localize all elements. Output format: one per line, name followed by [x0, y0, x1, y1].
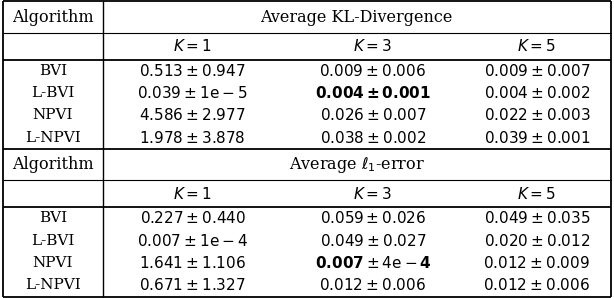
Text: $0.004 \pm 0.002$: $0.004 \pm 0.002$	[484, 85, 590, 101]
Text: NPVI: NPVI	[33, 256, 73, 270]
Text: $1.641 \pm 1.106$: $1.641 \pm 1.106$	[139, 255, 246, 271]
Text: $1.978 \pm 3.878$: $1.978 \pm 3.878$	[139, 130, 246, 146]
Text: $K = 1$: $K = 1$	[173, 38, 212, 54]
Text: $0.038 \pm 0.002$: $0.038 \pm 0.002$	[320, 130, 426, 146]
Text: $0.009 \pm 0.007$: $0.009 \pm 0.007$	[484, 63, 590, 79]
Text: $K = 3$: $K = 3$	[353, 38, 392, 54]
Text: $0.020 \pm 0.012$: $0.020 \pm 0.012$	[484, 233, 590, 249]
Text: BVI: BVI	[39, 64, 67, 78]
Text: $0.012 \pm 0.006$: $0.012 \pm 0.006$	[319, 277, 427, 293]
Text: $0.009 \pm 0.006$: $0.009 \pm 0.006$	[319, 63, 427, 79]
Text: $0.049 \pm 0.027$: $0.049 \pm 0.027$	[319, 233, 426, 249]
Text: L-NPVI: L-NPVI	[25, 131, 80, 145]
Text: Algorithm: Algorithm	[12, 156, 94, 173]
Text: $0.513 \pm 0.947$: $0.513 \pm 0.947$	[139, 63, 246, 79]
Text: $0.049 \pm 0.035$: $0.049 \pm 0.035$	[484, 210, 590, 226]
Text: $0.012 \pm 0.009$: $0.012 \pm 0.009$	[483, 255, 591, 271]
Text: $\mathbf{0.004 \pm 0.001}$: $\mathbf{0.004 \pm 0.001}$	[315, 85, 431, 101]
Text: $K = 1$: $K = 1$	[173, 186, 212, 202]
Text: $0.007 \pm 1\mathrm{e} - 4$: $0.007 \pm 1\mathrm{e} - 4$	[137, 233, 248, 249]
Text: $0.012 \pm 0.006$: $0.012 \pm 0.006$	[483, 277, 591, 293]
Text: $K = 3$: $K = 3$	[353, 186, 392, 202]
Text: L-NPVI: L-NPVI	[25, 278, 80, 292]
Text: Average $\ell_1$-error: Average $\ell_1$-error	[289, 155, 425, 175]
Text: $\mathbf{0.007} \pm 4\mathrm{e} - \mathbf{4}$: $\mathbf{0.007} \pm 4\mathrm{e} - \mathb…	[314, 255, 431, 271]
Text: $0.227 \pm 0.440$: $0.227 \pm 0.440$	[139, 210, 246, 226]
Text: Algorithm: Algorithm	[12, 9, 94, 26]
Text: NPVI: NPVI	[33, 108, 73, 122]
Text: Average KL-Divergence: Average KL-Divergence	[260, 9, 453, 26]
Text: $0.026 \pm 0.007$: $0.026 \pm 0.007$	[319, 108, 426, 123]
Text: $0.671 \pm 1.327$: $0.671 \pm 1.327$	[139, 277, 246, 293]
Text: $K = 5$: $K = 5$	[518, 38, 556, 54]
Text: $K = 5$: $K = 5$	[518, 186, 556, 202]
Text: $0.022 \pm 0.003$: $0.022 \pm 0.003$	[484, 108, 591, 123]
Text: $0.039 \pm 1\mathrm{e} - 5$: $0.039 \pm 1\mathrm{e} - 5$	[138, 85, 248, 101]
Text: L-BVI: L-BVI	[31, 86, 74, 100]
Text: L-BVI: L-BVI	[31, 234, 74, 248]
Text: $0.059 \pm 0.026$: $0.059 \pm 0.026$	[320, 210, 426, 226]
Text: BVI: BVI	[39, 211, 67, 225]
Text: $0.039 \pm 0.001$: $0.039 \pm 0.001$	[484, 130, 590, 146]
Text: $4.586 \pm 2.977$: $4.586 \pm 2.977$	[139, 108, 246, 123]
